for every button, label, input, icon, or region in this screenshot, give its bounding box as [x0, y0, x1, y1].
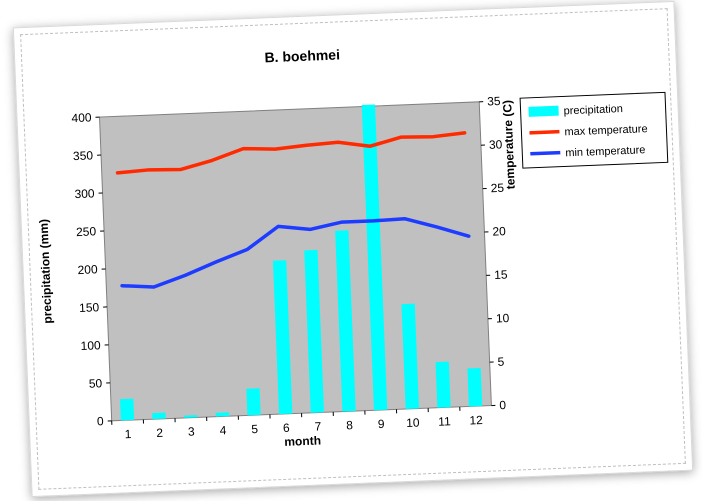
chart-title: B. boehmei [264, 46, 340, 65]
x-tick-label: 9 [378, 417, 386, 431]
y2-axis-title: temperature (C) [500, 100, 518, 190]
precipitation-bar-1 [120, 398, 135, 421]
left-tick-label: 150 [79, 300, 100, 315]
chart-card: B. boehmei 0 50 100 150 200 250 300 350 400 0 5 10… [12, 0, 694, 498]
x-tick-label: 1 [124, 427, 132, 441]
precipitation-bar-5 [246, 388, 261, 416]
precipitation-bar-6 [272, 260, 293, 415]
legend: precipitation max temperature min temperat… [519, 91, 669, 169]
x-tick-label: 8 [346, 418, 354, 432]
precipitation-bar-3 [184, 415, 198, 418]
x-tick-label: 2 [156, 426, 164, 440]
right-tick-label: 30 [489, 137, 503, 152]
right-tick-label: 0 [499, 398, 507, 412]
right-axis-ticks: 0 5 10 15 20 25 30 35 [479, 94, 510, 412]
precipitation-bar-9 [361, 104, 388, 411]
right-tick-label: 35 [487, 94, 501, 109]
precipitation-bar-7 [304, 249, 325, 413]
left-tick-label: 400 [71, 110, 92, 125]
precipitation-bar-10 [401, 303, 419, 410]
x-tick-label: 4 [219, 423, 227, 437]
left-tick-label: 300 [74, 186, 95, 201]
precipitation-bar-12 [467, 367, 483, 407]
x-tick-label: 10 [406, 415, 420, 430]
legend-swatch-min-temperature [530, 150, 561, 156]
legend-label-max-temperature: max temperature [564, 123, 648, 138]
precipitation-bar-2 [152, 412, 166, 420]
left-tick-label: 350 [73, 148, 94, 163]
precipitation-bar-8 [335, 230, 356, 412]
left-tick-label: 100 [80, 338, 101, 353]
max-temperature-line [115, 131, 467, 175]
left-axis-ticks: 0 50 100 150 200 250 300 350 400 [71, 110, 112, 428]
precipitation-bars [120, 104, 483, 421]
temperature-lines [115, 131, 471, 289]
right-tick-label: 20 [492, 224, 506, 239]
precipitation-bar-11 [435, 361, 451, 408]
legend-swatch-max-temperature [529, 129, 560, 135]
x-tick-label: 3 [188, 424, 196, 438]
x-tick-label: 12 [469, 413, 483, 428]
right-tick-label: 10 [496, 311, 510, 326]
x-tick-label: 5 [251, 422, 259, 436]
legend-label-min-temperature: min temperature [565, 144, 646, 159]
x-tick-label: 6 [283, 421, 291, 435]
y-axis-title: precipitation (mm) [37, 219, 55, 324]
left-tick-label: 250 [76, 224, 97, 239]
left-tick-label: 50 [89, 376, 103, 391]
right-tick-label: 15 [494, 268, 508, 283]
left-tick-label: 200 [77, 262, 98, 277]
min-temperature-line [120, 216, 471, 289]
right-tick-label: 25 [490, 181, 504, 196]
legend-swatch-precipitation [528, 105, 559, 117]
right-tick-label: 5 [497, 355, 505, 369]
x-tick-label: 11 [438, 414, 451, 429]
x-axis-ticks: 1 2 3 4 5 6 7 8 9 10 11 12 [111, 406, 483, 441]
x-axis-title: month [284, 433, 321, 448]
x-tick-label: 7 [314, 419, 322, 433]
precipitation-bar-4 [215, 412, 230, 417]
legend-label-precipitation: precipitation [563, 103, 623, 117]
left-tick-label: 0 [97, 414, 105, 428]
plot-area [98, 101, 492, 422]
